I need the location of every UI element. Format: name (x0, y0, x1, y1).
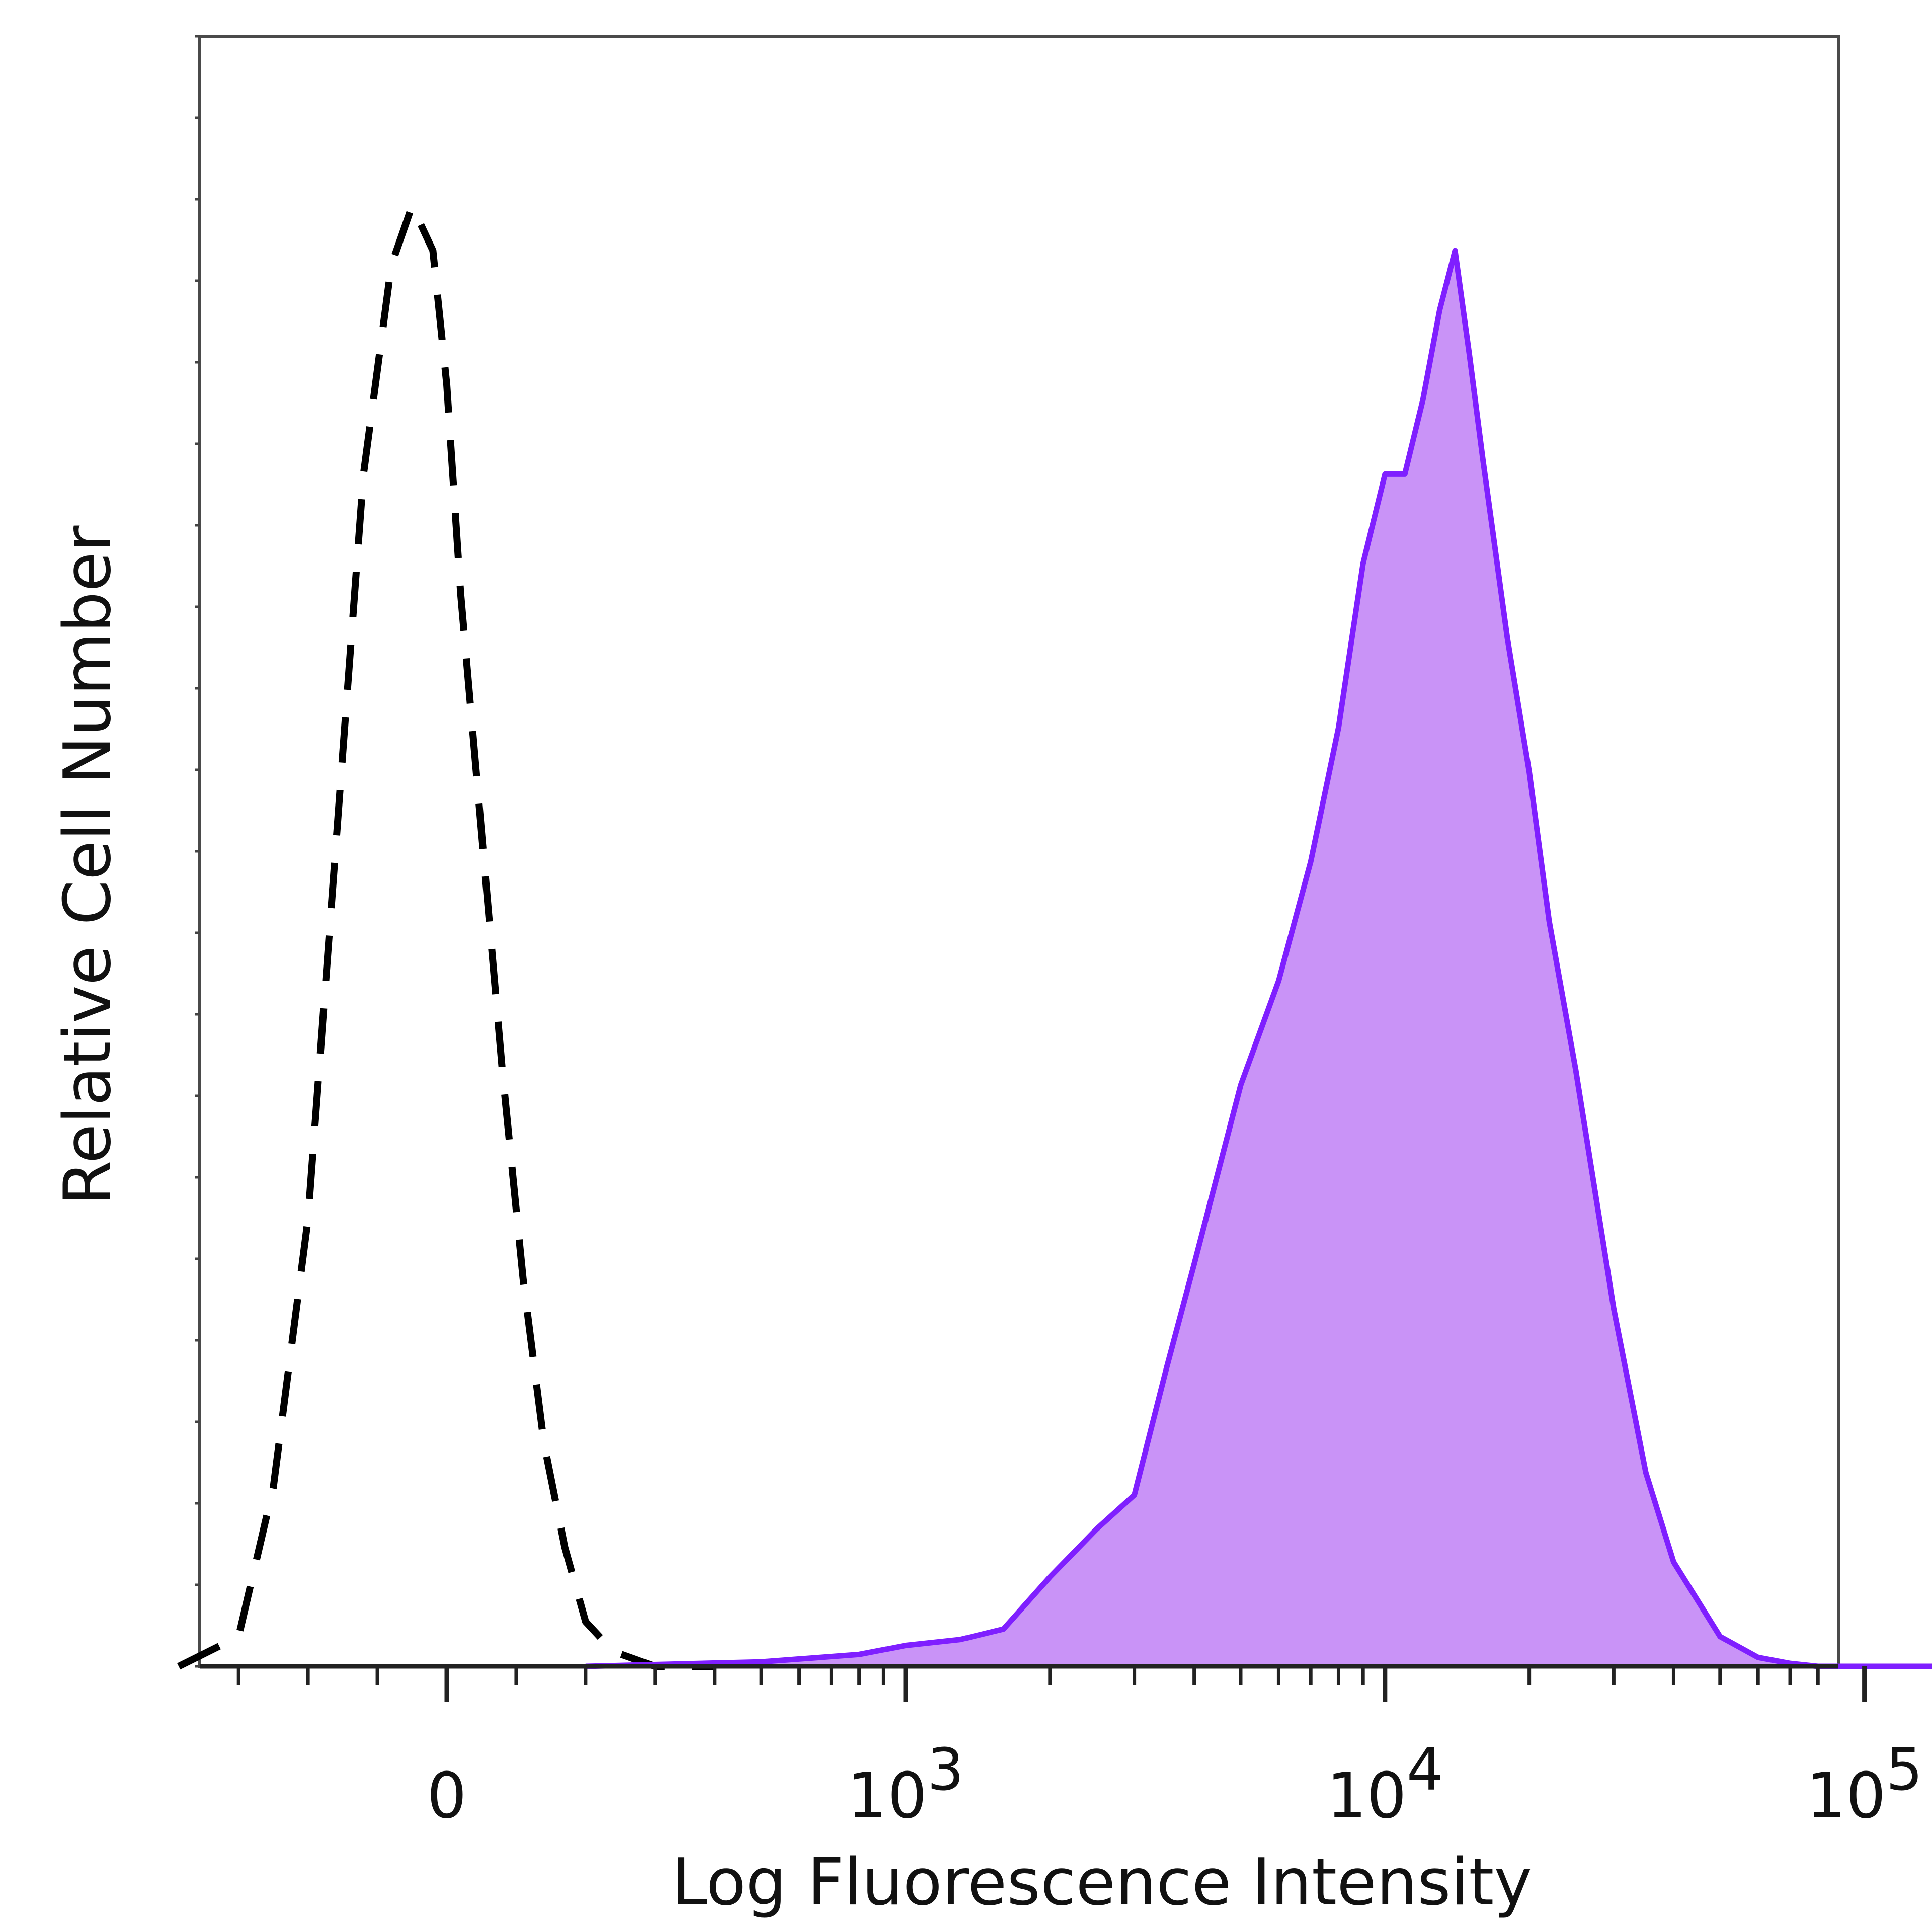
x-axis-title: Log Fluorescence Intensity (672, 1845, 1532, 1920)
x-tick-label: 0 (427, 1759, 467, 1832)
y-axis-title: Relative Cell Number (50, 525, 125, 1205)
x-tick-label: 104 (1327, 1736, 1443, 1832)
x-axis-tick-labels: 0 103 104 105 (427, 1736, 1922, 1832)
series-layer (177, 202, 1932, 1670)
series-1-line (585, 248, 1932, 1669)
series-1-fill (585, 251, 1932, 1666)
series-0-line (177, 202, 715, 1670)
x-axis-ticks (195, 35, 1867, 1702)
x-tick-label: 103 (847, 1736, 964, 1832)
x-tick-label: 105 (1806, 1736, 1922, 1832)
